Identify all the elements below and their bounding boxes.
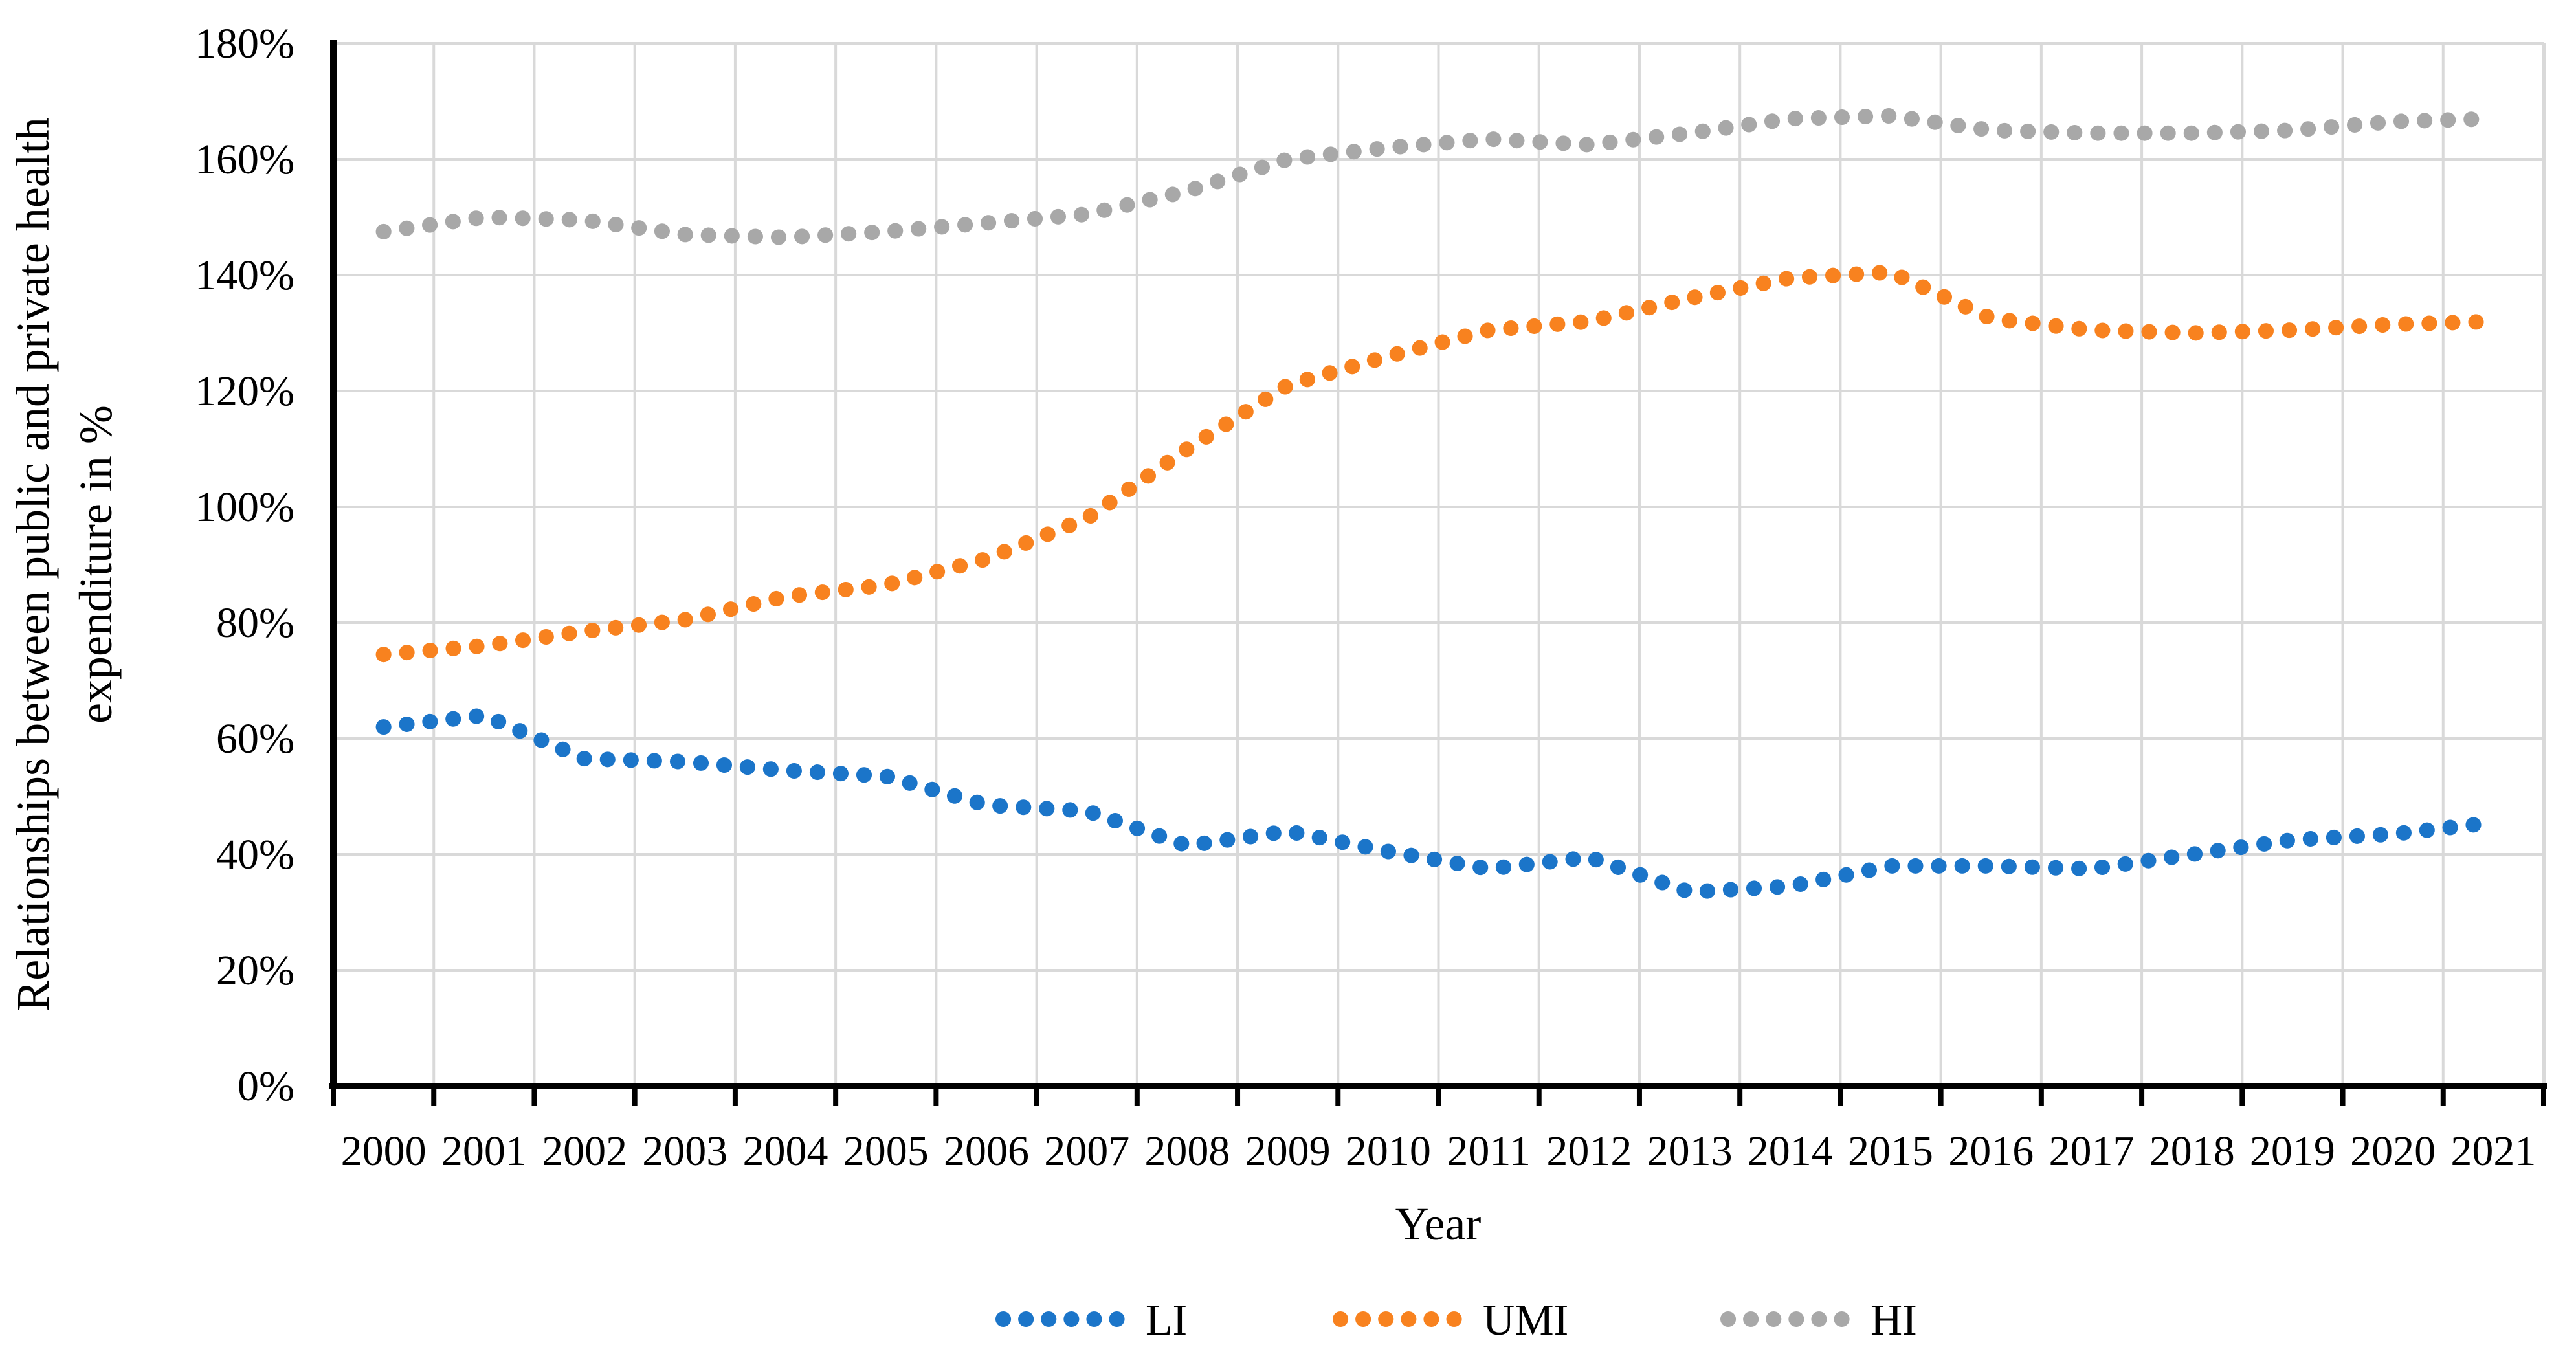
x-tick-label: 2012	[1546, 1128, 1632, 1175]
legend-item-umi: UMI	[1333, 1295, 1568, 1344]
legend-label-hi: HI	[1871, 1295, 1917, 1344]
x-axis-title: Year	[1395, 1198, 1482, 1250]
legend-item-li: LI	[995, 1295, 1187, 1344]
x-tick-label: 2007	[1044, 1128, 1129, 1175]
y-axis-title-line1: Relationships between public and private…	[7, 117, 59, 1012]
x-tick-label: 2008	[1144, 1128, 1230, 1175]
x-tick-label: 2006	[944, 1128, 1029, 1175]
y-tick-label: 80%	[216, 599, 294, 647]
x-tick-label: 2017	[2049, 1128, 2134, 1175]
x-tick-labels: 2000 2001 2002 2003 2004 2005 2006 2007 2008 2009…	[341, 1128, 2537, 1175]
y-tick-label: 20%	[216, 947, 294, 994]
x-tick-label: 2018	[2149, 1128, 2235, 1175]
legend-label-umi: UMI	[1483, 1295, 1568, 1344]
x-tick-label: 2009	[1245, 1128, 1331, 1175]
series-lines	[375, 107, 2502, 900]
x-tick-label: 2010	[1346, 1128, 1431, 1175]
x-tick-label: 2014	[1748, 1128, 1833, 1175]
x-tick-label: 2016	[1948, 1128, 2034, 1175]
y-axis-title-line2: expenditure in %	[70, 405, 122, 724]
y-tick-label: 140%	[195, 252, 294, 299]
y-tick-label: 120%	[195, 368, 294, 415]
x-tick-label: 2015	[1848, 1128, 1933, 1175]
x-tick-label: 2013	[1647, 1128, 1733, 1175]
x-axis-ticks	[331, 1089, 2546, 1106]
series-hi-line	[375, 107, 2502, 245]
x-tick-label: 2002	[542, 1128, 627, 1175]
series-umi-line	[375, 264, 2502, 663]
x-tick-label: 2005	[843, 1128, 929, 1175]
legend-label-li: LI	[1146, 1295, 1187, 1344]
x-tick-label: 2011	[1447, 1128, 1531, 1175]
y-tick-label: 160%	[195, 136, 294, 183]
series-li-line	[375, 707, 2502, 900]
y-tick-label: 60%	[216, 715, 294, 762]
y-tick-label: 180%	[195, 20, 294, 67]
y-tick-label: 0%	[238, 1063, 294, 1110]
y-tick-label: 40%	[216, 831, 294, 878]
gridlines	[333, 42, 2546, 1086]
y-tick-labels: 0% 20% 40% 60% 80% 100% 120% 140% 160% 180%	[195, 20, 294, 1110]
x-tick-label: 2000	[341, 1128, 427, 1175]
legend-item-hi: HI	[1720, 1295, 1917, 1344]
x-tick-label: 2001	[441, 1128, 527, 1175]
x-tick-label: 2004	[743, 1128, 828, 1175]
legend: LI UMI HI	[995, 1295, 1917, 1344]
x-tick-label: 2003	[642, 1128, 727, 1175]
x-tick-label: 2019	[2250, 1128, 2335, 1175]
x-tick-label: 2021	[2450, 1128, 2536, 1175]
x-tick-label: 2020	[2350, 1128, 2436, 1175]
y-tick-label: 100%	[195, 483, 294, 531]
